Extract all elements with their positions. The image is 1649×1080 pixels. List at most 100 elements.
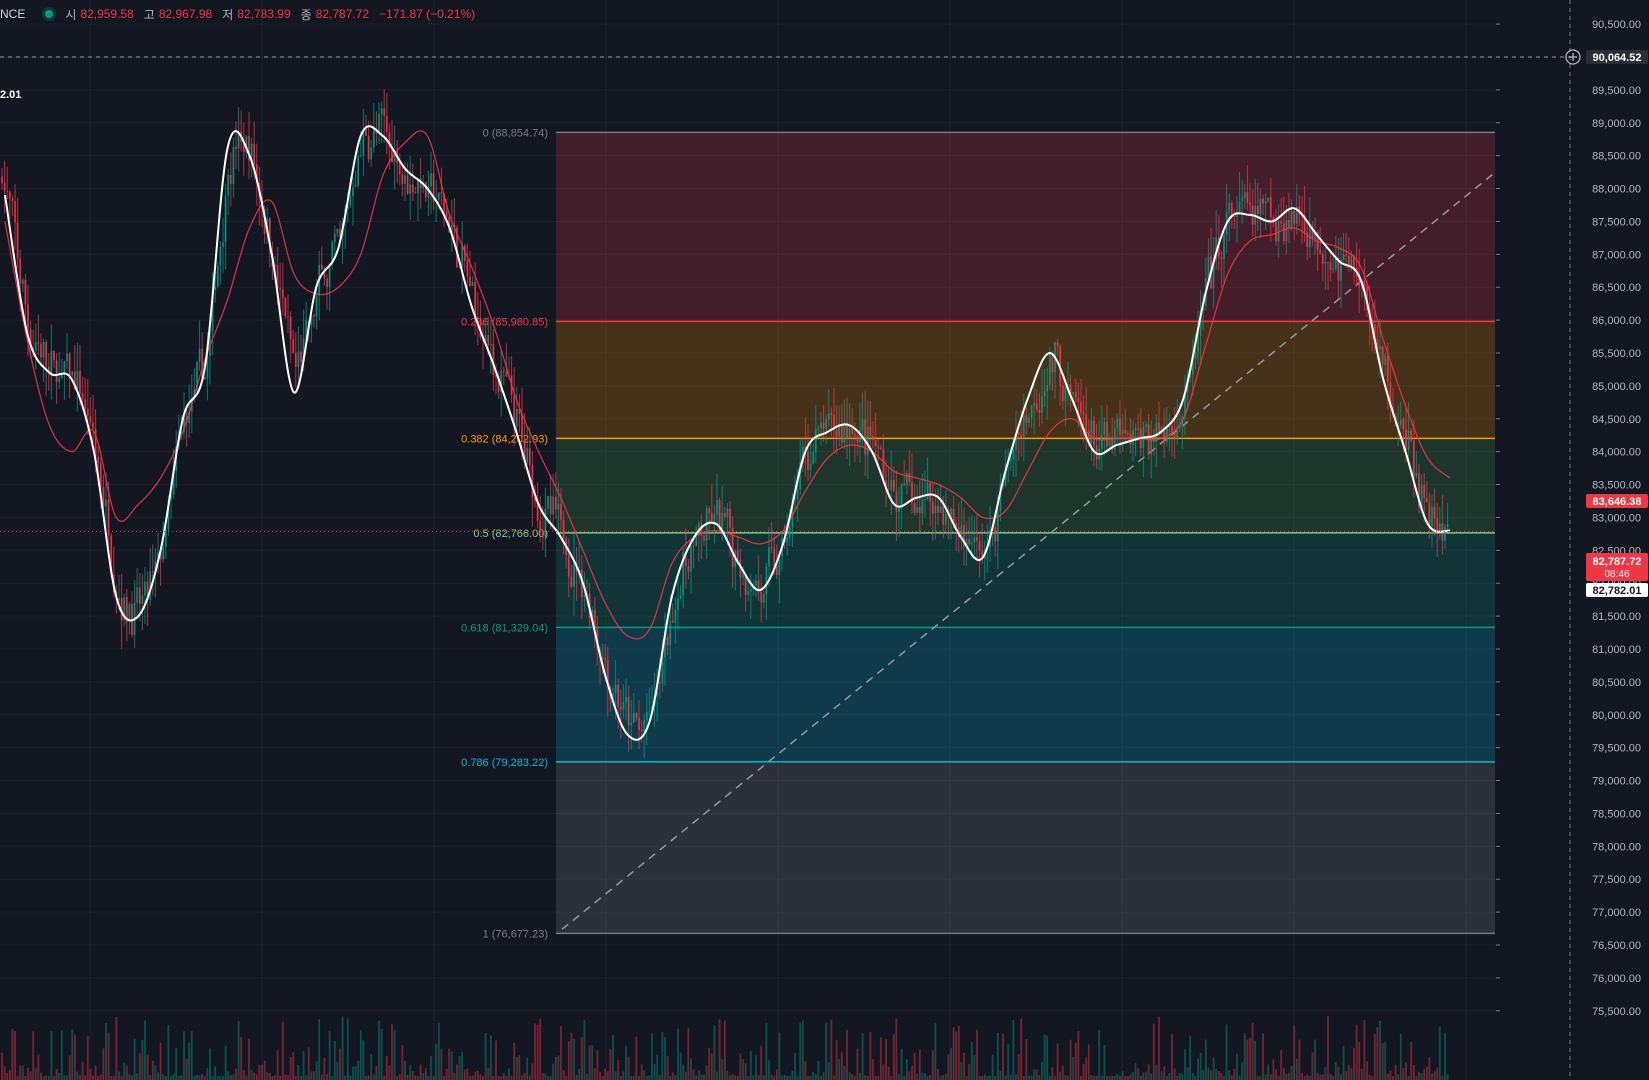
volume-bar — [838, 1059, 841, 1080]
candle-body — [1230, 202, 1233, 216]
fibonacci-retracement[interactable]: 0 (88,854.74) 0.236 (85,980.85) 0.382 (84,… — [461, 127, 1543, 940]
candle-body — [1150, 436, 1153, 455]
candle-body — [614, 684, 617, 694]
volume-bar — [271, 1075, 274, 1080]
candle-body — [731, 527, 734, 568]
candle-body — [833, 415, 835, 431]
candle-body — [237, 131, 240, 149]
candle-body — [305, 320, 308, 339]
volume-bar — [1355, 1024, 1358, 1080]
candle-body — [47, 366, 50, 374]
volume-bar — [970, 1042, 973, 1080]
volume-bar — [1038, 1075, 1041, 1080]
volume-bar — [417, 1075, 419, 1080]
volume-bar — [692, 1069, 695, 1080]
volume-bar — [1308, 1075, 1311, 1080]
candle-body — [950, 508, 952, 515]
candle-body — [255, 164, 258, 184]
volume-bar — [1293, 1025, 1296, 1080]
candle-body — [926, 482, 929, 499]
candle-body — [1290, 211, 1293, 229]
candle-body — [123, 596, 126, 621]
volume-bar — [266, 1072, 269, 1080]
volume-bar — [825, 1022, 828, 1080]
volume-bar — [1272, 1059, 1275, 1080]
candle-body — [692, 545, 695, 547]
volume-bar — [443, 1076, 445, 1080]
price-tick-label: 83,000.00 — [1592, 512, 1641, 524]
volume-bar — [937, 1069, 939, 1080]
candle-body — [768, 547, 770, 567]
volume-bar — [362, 1040, 365, 1080]
candle-body — [1080, 402, 1082, 413]
volume-bar — [1386, 1073, 1389, 1080]
volume-bar — [1264, 1074, 1267, 1080]
close-value: 82,787.72 — [315, 7, 370, 21]
volume-bar — [534, 1023, 536, 1080]
volume-bar — [526, 1057, 529, 1080]
volume-bar — [716, 1071, 718, 1080]
volume-bar — [1230, 1075, 1233, 1080]
volume-bar — [383, 1075, 386, 1080]
volume-bar — [94, 1065, 97, 1080]
open-value: 82,959.58 — [80, 7, 134, 21]
candle-body — [76, 370, 79, 390]
price-tick-label: 80,000.00 — [1592, 710, 1641, 722]
volume-bar — [664, 1037, 666, 1080]
volume-bar — [1251, 1022, 1254, 1080]
candle-body — [760, 591, 763, 603]
candle-body — [809, 463, 812, 471]
volume-bar — [16, 1075, 19, 1080]
candle-body — [1082, 412, 1085, 415]
volume-bar — [86, 1036, 89, 1080]
volume-bar — [1009, 1074, 1012, 1080]
volume-bar — [305, 1075, 308, 1080]
price-tick-label: 81,500.00 — [1592, 611, 1641, 623]
volume-bar — [354, 1066, 357, 1080]
volume-bar — [1194, 1075, 1197, 1080]
volume-bar — [835, 1040, 838, 1080]
volume-bar — [578, 1068, 581, 1080]
candle-body — [1389, 382, 1392, 408]
volume-bar — [947, 1054, 950, 1080]
candle-body — [648, 711, 651, 713]
volume-bar — [1311, 1052, 1314, 1080]
candle-body — [320, 264, 323, 270]
volume-bar — [274, 1075, 276, 1080]
volume-bar — [469, 1075, 471, 1080]
volume-bar — [177, 1075, 180, 1080]
add-alert-icon[interactable] — [1565, 49, 1581, 65]
volume-bar — [1420, 1073, 1423, 1080]
volume-bar — [846, 1029, 848, 1080]
volume-bar — [1444, 1033, 1446, 1080]
volume-bar — [739, 1053, 742, 1080]
candle-body — [248, 136, 250, 161]
volume-bar — [76, 1071, 79, 1080]
volume-bar — [500, 1075, 503, 1080]
volume-bar — [1350, 1067, 1353, 1080]
low-label: 저 — [222, 7, 234, 22]
price-tick-label: 83,500.00 — [1592, 480, 1641, 492]
volume-bar — [960, 1062, 963, 1080]
volume-bar — [248, 1038, 250, 1080]
price-tick-label: 84,500.00 — [1592, 414, 1641, 426]
candle-body — [518, 408, 521, 414]
volume-bar — [97, 1075, 100, 1080]
volume-bar — [653, 1063, 656, 1080]
volume-bar — [1337, 1066, 1340, 1080]
candle-body — [1327, 262, 1329, 264]
volume-bar — [242, 1069, 245, 1080]
volume-bar — [918, 1049, 921, 1080]
volume-bar — [783, 1074, 786, 1080]
candle-body — [172, 470, 175, 495]
candle-body — [521, 413, 523, 439]
candle-body — [1249, 202, 1251, 206]
candle-body — [1399, 419, 1402, 425]
volume-bar — [817, 1061, 820, 1080]
volume-bar — [245, 1075, 248, 1080]
candle-body — [391, 147, 393, 163]
volume-bar — [19, 1065, 22, 1080]
volume-bar — [781, 1075, 783, 1080]
